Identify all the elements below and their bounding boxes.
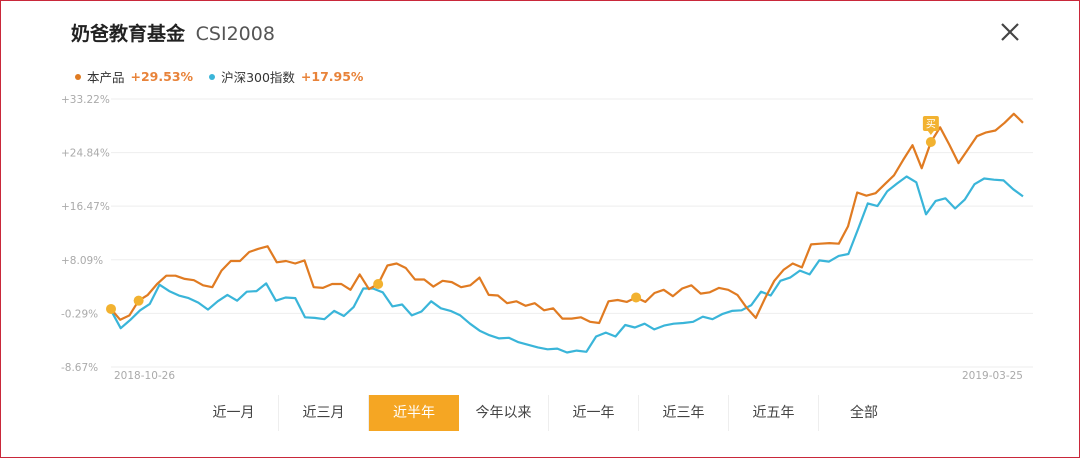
legend-item-product: 本产品 +29.53%: [75, 67, 193, 86]
legend-label: 沪深300指数: [221, 70, 295, 85]
y-tick-label: +24.84%: [61, 148, 110, 160]
tab-1[interactable]: 近三月: [279, 395, 369, 431]
y-tick-label: -0.29%: [61, 308, 98, 320]
buy-badge-pointer: [927, 130, 934, 135]
tab-6[interactable]: 近五年: [729, 395, 819, 431]
tab-4[interactable]: 近一年: [549, 395, 639, 431]
tab-3[interactable]: 今年以来: [459, 395, 549, 431]
x-tick-label-end: 2019-03-25: [962, 370, 1023, 382]
legend-dot-icon: [209, 73, 216, 80]
y-tick-label: +16.47%: [61, 201, 110, 213]
series-line-0: [110, 112, 1024, 325]
chart-legend: 本产品 +29.53% 沪深300指数 +17.95%: [75, 67, 379, 86]
tab-0[interactable]: 近一月: [189, 395, 279, 431]
buy-point-marker: [133, 295, 144, 306]
tab-7[interactable]: 全部: [850, 405, 878, 421]
fund-name: 奶爸教育基金: [71, 23, 186, 45]
legend-item-index: 沪深300指数 +17.95%: [209, 67, 363, 86]
legend-label: 本产品: [87, 70, 125, 85]
buy-point-marker: [925, 136, 936, 147]
buy-badge: [922, 115, 939, 131]
buy-point-marker: [106, 303, 116, 314]
y-tick-label: +8.09%: [61, 255, 103, 267]
close-icon[interactable]: [997, 19, 1023, 45]
series-line-1: [110, 175, 1024, 354]
fund-code: CSI2008: [195, 23, 275, 45]
period-tabs: 近一月 近三月 近半年 今年以来 近一年 近三年 近五年 全部: [189, 395, 909, 431]
tab-2[interactable]: 近半年: [369, 395, 459, 431]
legend-value: +29.53%: [130, 69, 194, 84]
x-tick-label-start: 2018-10-26: [114, 370, 175, 382]
buy-point-marker: [631, 292, 642, 303]
page-title: 奶爸教育基金 CSI2008: [71, 19, 275, 46]
y-tick-label: +33.22%: [61, 94, 110, 106]
buy-badge-label: 买: [926, 118, 936, 130]
tab-5[interactable]: 近三年: [639, 395, 729, 431]
legend-value: +17.95%: [300, 69, 364, 84]
y-tick-label: -8.67%: [61, 362, 98, 374]
legend-dot-icon: [75, 73, 81, 80]
line-chart: +33.22% +24.84% +16.47% +8.09% -0.29% -8.67% 2…: [61, 94, 1033, 382]
buy-point-marker: [373, 279, 384, 290]
